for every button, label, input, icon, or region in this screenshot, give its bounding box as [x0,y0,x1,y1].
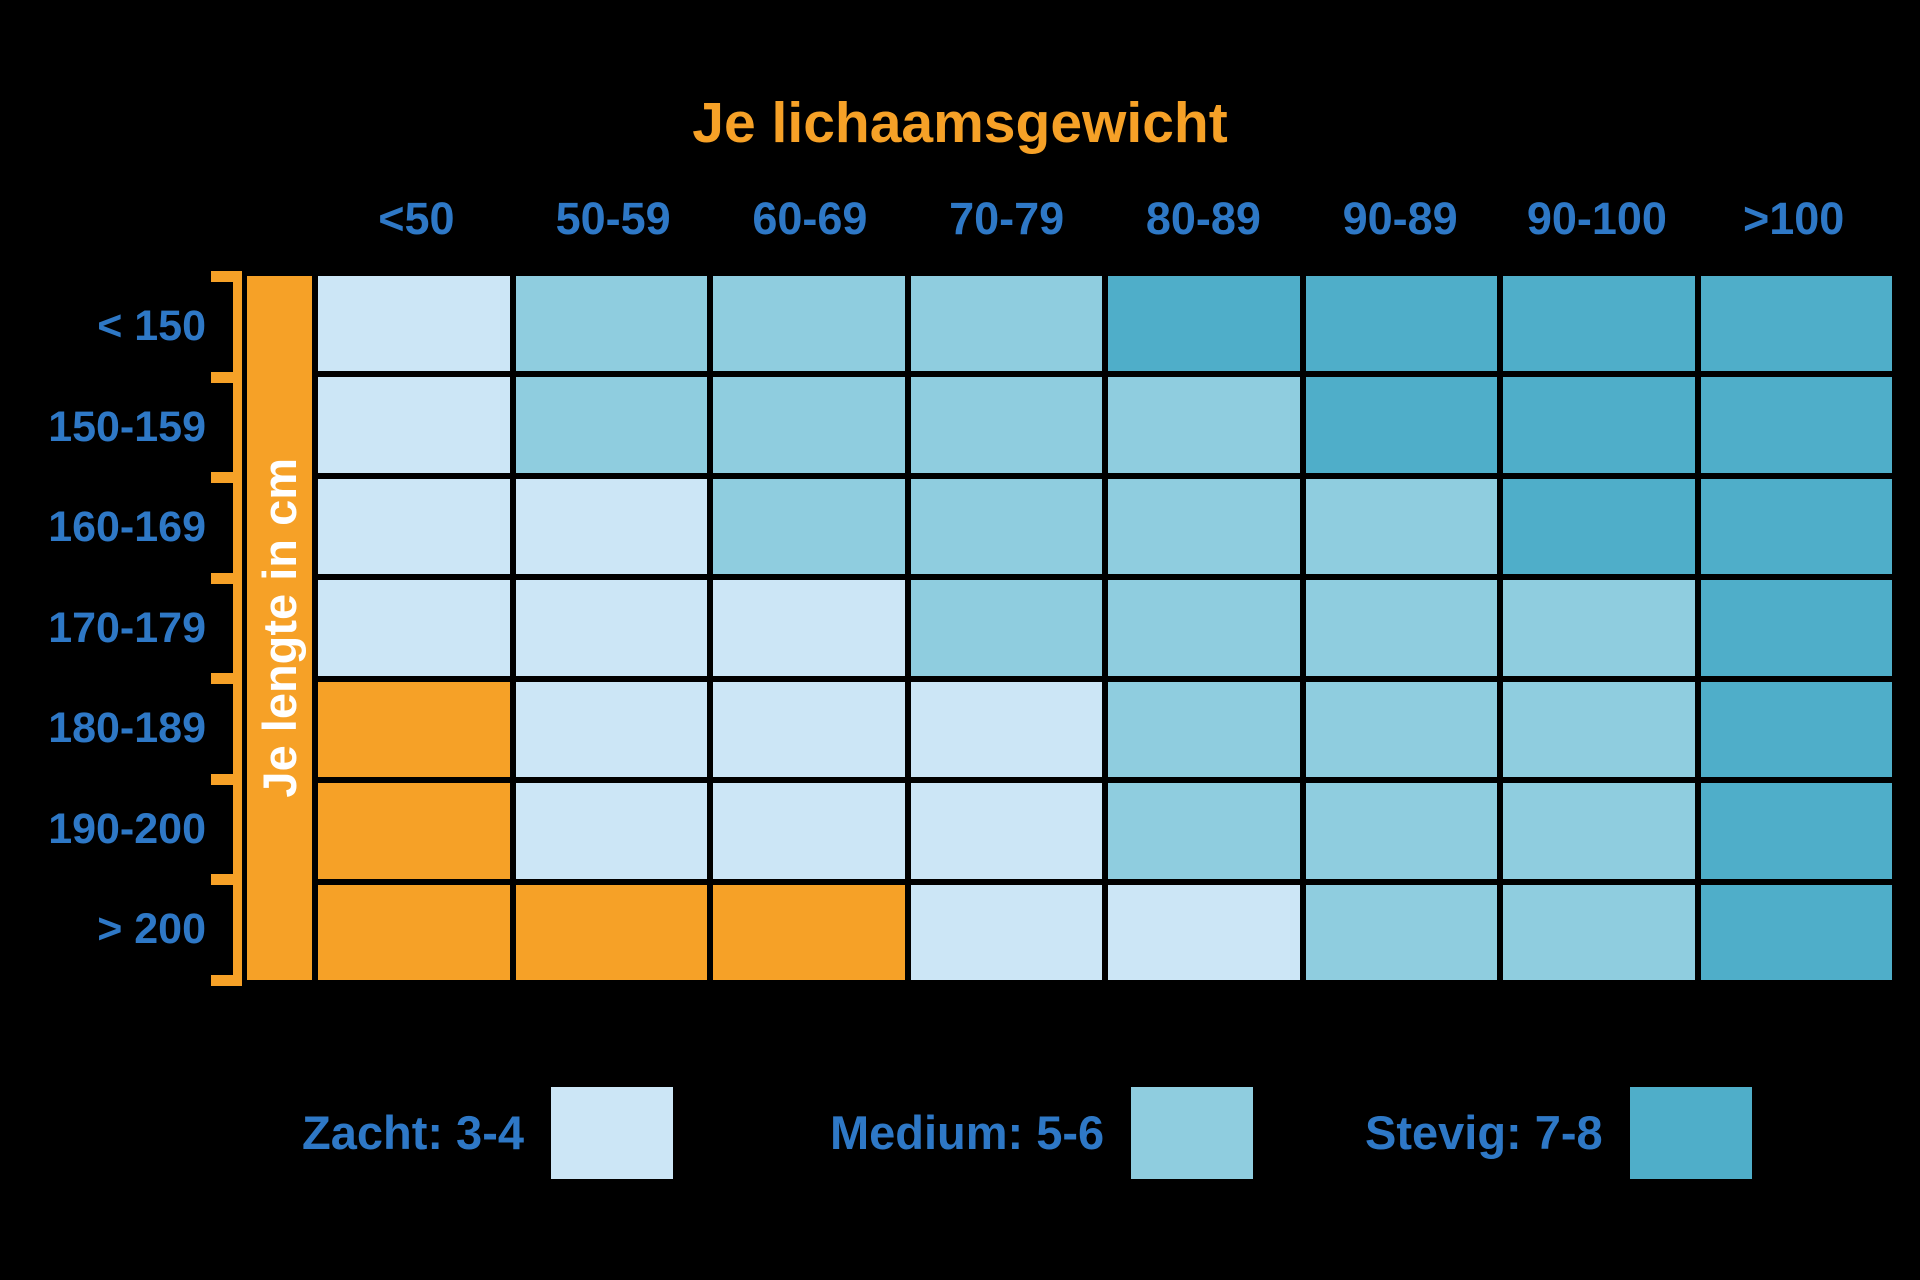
row-label-160-169: 160-169 [48,503,206,552]
row-label-170-179: 170-179 [48,603,206,652]
axis-tick [211,371,242,383]
cell-150-159-60-69 [713,377,905,473]
cell-170-179->100 [1700,580,1892,676]
axis-tick [211,673,242,685]
axis-tick [211,472,242,484]
cell-<150-70-79 [910,276,1102,372]
cell-180-189-70-79 [910,681,1102,778]
cell-160-169-70-79 [910,478,1102,575]
column-header->100: >100 [1742,193,1845,244]
column-header-60-69: 60-69 [752,193,868,244]
cell-190-200-90-100 [1503,783,1695,879]
cell-160-169-60-69 [713,478,905,575]
column-headers: <50 50-59 60-69 70-79 80-89 90-89 90-100 >100 [318,188,1892,250]
cell-170-179-60-69 [713,580,905,676]
cell-180-189-50-59 [515,681,707,778]
cell-180-189-90-89 [1305,681,1497,778]
axis-bracket-line [233,272,242,984]
legend-label-stevig: Stevig: 7-8 [1365,1106,1603,1159]
cell-150-159-70-79 [910,377,1102,473]
legend-swatch-stevig [1629,1086,1752,1179]
row-label-180-189: 180-189 [48,704,206,753]
column-header-90-89: 90-89 [1342,193,1458,244]
cell->200-90-100 [1503,884,1695,980]
cell-190-200->100 [1700,783,1892,879]
cell->200-<50 [318,884,510,980]
cell->200-80-89 [1108,884,1300,980]
cell-170-179-70-79 [910,580,1102,676]
legend-item-medium: Medium: 5-6 [830,1085,1254,1180]
row-label-<150: < 150 [97,302,206,350]
axis-tick [211,974,242,986]
axis-tick [211,874,242,886]
cell-190-200-60-69 [713,783,905,879]
cell->200-70-79 [910,884,1102,980]
column-header-50-59: 50-59 [555,193,671,244]
axis-tick [211,773,242,785]
legend-item-stevig: Stevig: 7-8 [1365,1085,1752,1180]
cell-<150-90-89 [1305,276,1497,372]
cell-170-179-<50 [318,580,510,676]
cell-150-159-90-100 [1503,377,1695,473]
cell-170-179-50-59 [515,580,707,676]
y-axis-bar: Je lengte in cm [247,276,312,980]
column-header-<50: <50 [378,193,455,244]
cell-190-200-80-89 [1108,783,1300,879]
row-label-150-159: 150-159 [48,402,206,451]
cell-180-189-90-100 [1503,681,1695,778]
cell-<150-60-69 [713,276,905,372]
cell-170-179-90-100 [1503,580,1695,676]
cell-190-200-90-89 [1305,783,1497,879]
cell-150-159-<50 [318,377,510,473]
cell-150-159-50-59 [515,377,707,473]
cell-180-189-80-89 [1108,681,1300,778]
legend-swatch-medium [1131,1086,1254,1179]
cell-<150-90-100 [1503,276,1695,372]
y-axis-label: Je lengte in cm [253,458,306,798]
legend-label-zacht: Zacht: 3-4 [302,1106,524,1159]
cell-190-200-70-79 [910,783,1102,879]
cell-170-179-80-89 [1108,580,1300,676]
cell-180-189->100 [1700,681,1892,778]
chart-title: Je lichaamsgewicht [692,91,1228,155]
cell-150-159-80-89 [1108,377,1300,473]
cell-160-169->100 [1700,478,1892,575]
legend: Zacht: 3-4 Medium: 5-6 Stevig: 7-8 [0,1085,1920,1180]
axis-tick [211,271,242,282]
cell-160-169-80-89 [1108,478,1300,575]
cell-<150-<50 [318,276,510,372]
column-header-80-89: 80-89 [1145,193,1261,244]
cell-160-169-90-100 [1503,478,1695,575]
cell-150-159-90-89 [1305,377,1497,473]
cell->200->100 [1700,884,1892,980]
cell-<150->100 [1700,276,1892,372]
cell-<150-80-89 [1108,276,1300,372]
cell-180-189-<50 [318,681,510,778]
cell->200-90-89 [1305,884,1497,980]
row-label-190-200: 190-200 [48,804,206,853]
row-label->200: > 200 [97,905,206,954]
cell-180-189-60-69 [713,681,905,778]
cell-160-169-90-89 [1305,478,1497,575]
cell-160-169-<50 [318,478,510,575]
legend-label-medium: Medium: 5-6 [830,1106,1105,1159]
cell->200-60-69 [713,884,905,980]
cell-190-200-<50 [318,783,510,879]
cell-150-159->100 [1700,377,1892,473]
column-header-90-100: 90-100 [1526,193,1667,244]
cell-160-169-50-59 [515,478,707,575]
cell-190-200-50-59 [515,783,707,879]
matrix-grid [318,276,1892,980]
column-header-70-79: 70-79 [949,193,1065,244]
legend-item-zacht: Zacht: 3-4 [302,1085,673,1180]
cell-<150-50-59 [515,276,707,372]
legend-swatch-zacht [551,1086,673,1179]
cell-170-179-90-89 [1305,580,1497,676]
cell->200-50-59 [515,884,707,980]
axis-tick [211,572,242,584]
